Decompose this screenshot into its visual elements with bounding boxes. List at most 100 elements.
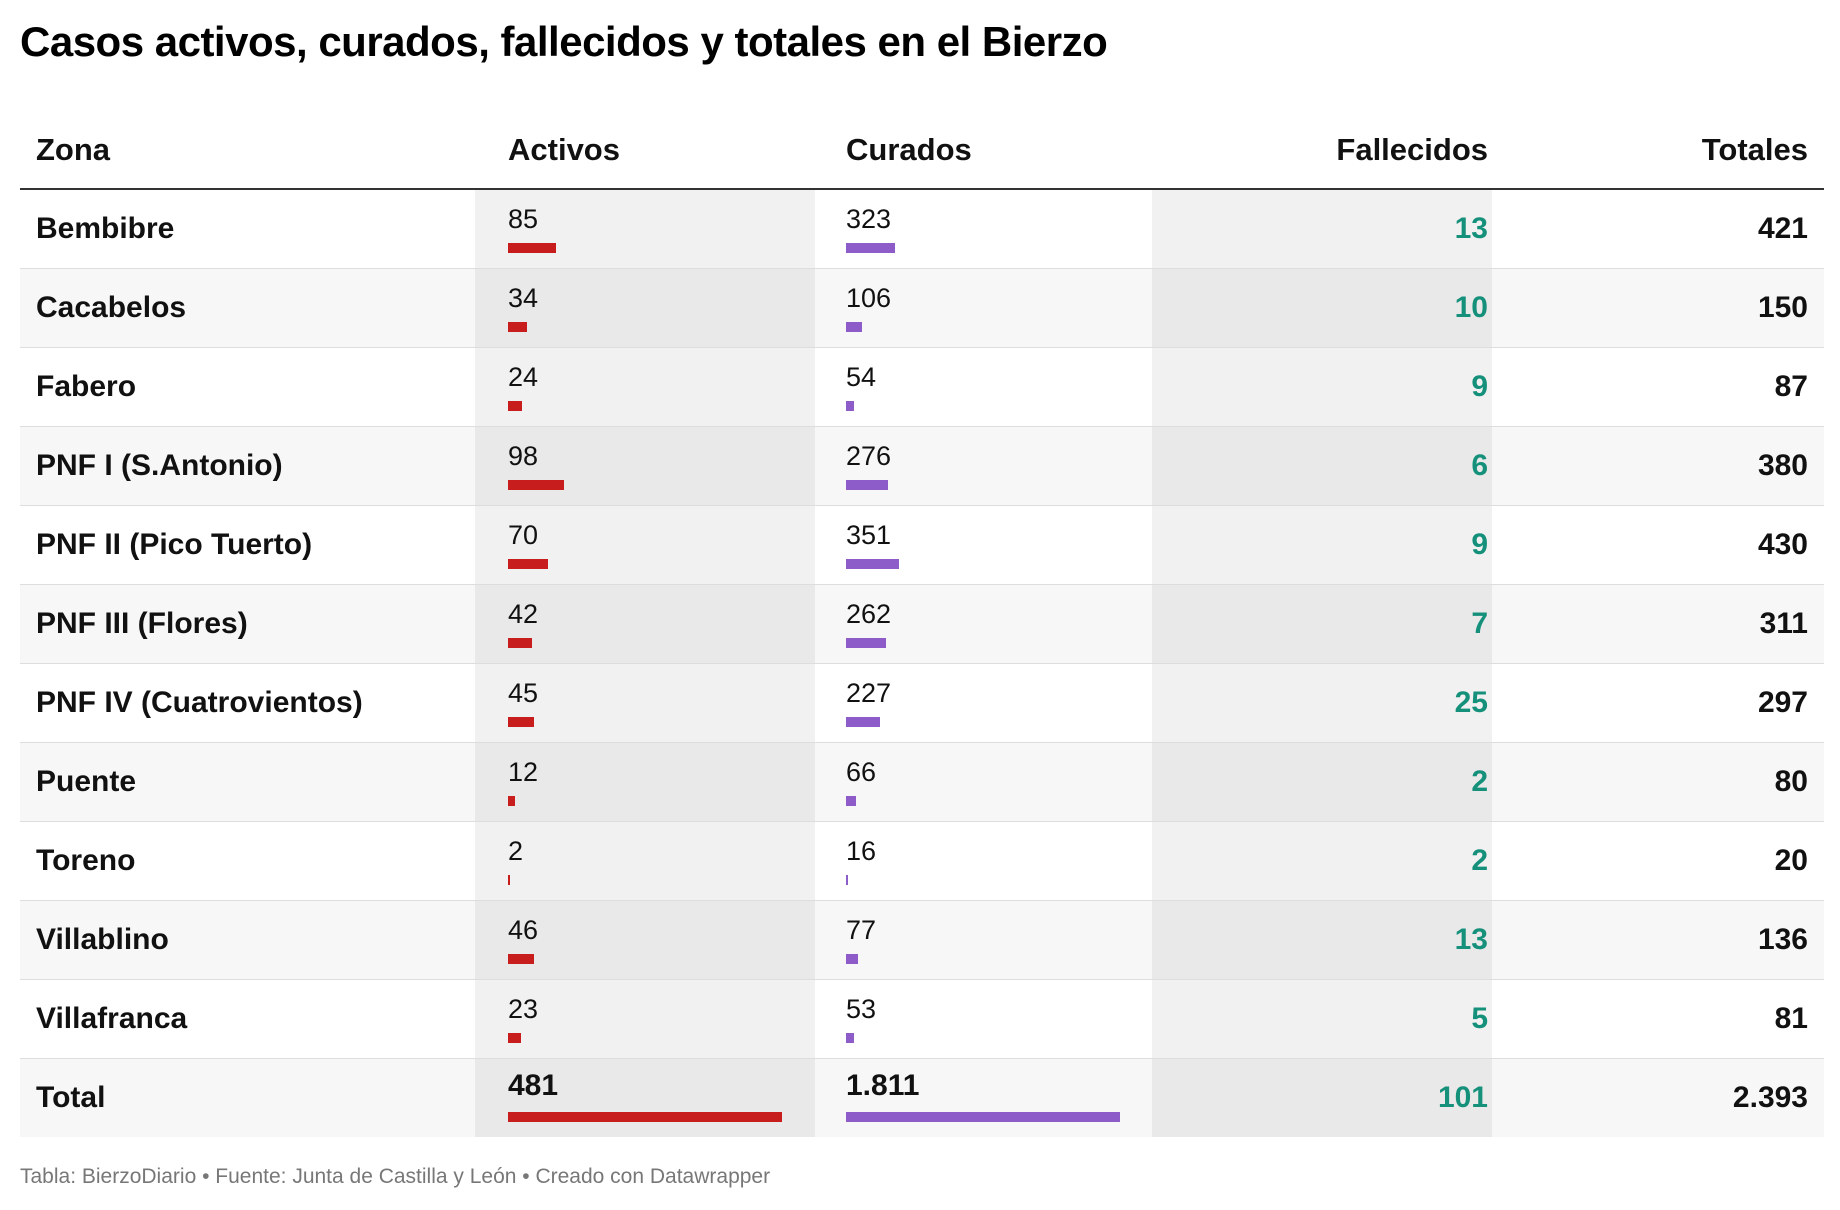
activos-value: 34 bbox=[508, 283, 539, 313]
curados-bar bbox=[846, 796, 856, 806]
totales-value: 87 bbox=[1774, 370, 1808, 403]
activos-bar bbox=[508, 638, 532, 648]
header-activos[interactable]: Activos bbox=[508, 132, 620, 167]
activos-bar bbox=[508, 875, 510, 885]
fallecidos-value: 25 bbox=[1454, 686, 1488, 719]
curados-value: 66 bbox=[846, 757, 877, 787]
header-curados[interactable]: Curados bbox=[846, 132, 972, 167]
totales-value: 380 bbox=[1757, 449, 1808, 482]
zona-cell: PNF I (S.Antonio) bbox=[36, 449, 283, 482]
table-header: Zona Activos Curados Fallecidos Totales bbox=[20, 112, 1824, 190]
table-body: Bembibre 85 323 13 421 Cacabelos 34 106 10 150 Fab… bbox=[20, 190, 1824, 1137]
activos-column-shade bbox=[475, 190, 815, 268]
fallecidos-value: 7 bbox=[1471, 607, 1488, 640]
totales-value: 2.393 bbox=[1732, 1081, 1808, 1114]
activos-value: 42 bbox=[508, 599, 539, 629]
activos-value: 85 bbox=[508, 204, 539, 234]
zona-cell: Toreno bbox=[36, 844, 136, 877]
activos-column-shade bbox=[475, 664, 815, 742]
header-totales[interactable]: Totales bbox=[1701, 132, 1808, 167]
fallecidos-value: 9 bbox=[1471, 528, 1488, 561]
curados-value: 77 bbox=[846, 915, 877, 945]
zona-cell: Fabero bbox=[36, 370, 137, 403]
table-row: Bembibre 85 323 13 421 bbox=[20, 190, 1824, 269]
fallecidos-value: 9 bbox=[1471, 370, 1488, 403]
fallecidos-column-shade bbox=[1152, 664, 1492, 742]
fallecidos-column-shade bbox=[1152, 822, 1492, 900]
activos-column-shade bbox=[475, 980, 815, 1058]
curados-bar bbox=[846, 480, 888, 490]
activos-value: 46 bbox=[508, 915, 539, 945]
table-row: PNF IV (Cuatrovientos) 45 227 25 297 bbox=[20, 664, 1824, 743]
activos-column-shade bbox=[475, 427, 815, 505]
totales-value: 150 bbox=[1757, 291, 1808, 324]
fallecidos-column-shade bbox=[1152, 980, 1492, 1058]
table-row: Cacabelos 34 106 10 150 bbox=[20, 269, 1824, 348]
table-row: PNF I (S.Antonio) 98 276 6 380 bbox=[20, 427, 1824, 506]
activos-bar bbox=[508, 401, 522, 411]
activos-column-shade bbox=[475, 822, 815, 900]
curados-bar bbox=[846, 322, 863, 332]
activos-column-shade bbox=[475, 743, 815, 821]
curados-value: 54 bbox=[846, 362, 877, 392]
activos-column-shade bbox=[475, 269, 815, 347]
fallecidos-column-shade bbox=[1152, 585, 1492, 663]
curados-bar bbox=[846, 638, 886, 648]
activos-value: 2 bbox=[508, 836, 524, 866]
fallecidos-column-shade bbox=[1152, 348, 1492, 426]
fallecidos-value: 6 bbox=[1471, 449, 1488, 482]
curados-value: 106 bbox=[846, 283, 892, 313]
table-row: Villablino 46 77 13 136 bbox=[20, 901, 1824, 980]
totales-value: 20 bbox=[1774, 844, 1808, 877]
activos-column-shade bbox=[475, 1059, 815, 1137]
curados-bar bbox=[846, 1033, 855, 1043]
curados-bar bbox=[846, 401, 855, 411]
curados-bar bbox=[846, 1112, 1120, 1122]
header-zona[interactable]: Zona bbox=[36, 132, 111, 167]
zona-cell: Total bbox=[36, 1081, 106, 1114]
activos-bar bbox=[508, 322, 528, 332]
activos-value: 70 bbox=[508, 520, 539, 550]
totales-value: 311 bbox=[1759, 607, 1808, 640]
activos-bar bbox=[508, 1112, 782, 1122]
zona-cell: Villablino bbox=[36, 923, 169, 956]
curados-value: 276 bbox=[846, 441, 892, 471]
curados-bar bbox=[846, 717, 881, 727]
header-fallecidos[interactable]: Fallecidos bbox=[1336, 132, 1488, 167]
curados-value: 1.811 bbox=[846, 1069, 920, 1102]
curados-value: 53 bbox=[846, 994, 877, 1024]
table-row: Villafranca 23 53 5 81 bbox=[20, 980, 1824, 1059]
zona-cell: Bembibre bbox=[36, 212, 175, 245]
activos-column-shade bbox=[475, 585, 815, 663]
curados-value: 323 bbox=[846, 204, 892, 234]
table-row: PNF II (Pico Tuerto) 70 351 9 430 bbox=[20, 506, 1824, 585]
curados-value: 227 bbox=[846, 678, 892, 708]
activos-bar bbox=[508, 480, 564, 490]
fallecidos-column-shade bbox=[1152, 190, 1492, 268]
fallecidos-column-shade bbox=[1152, 743, 1492, 821]
activos-value: 24 bbox=[508, 362, 539, 392]
zona-cell: PNF III (Flores) bbox=[36, 607, 248, 640]
fallecidos-column-shade bbox=[1152, 269, 1492, 347]
activos-column-shade bbox=[475, 348, 815, 426]
activos-bar bbox=[508, 559, 548, 569]
fallecidos-value: 101 bbox=[1437, 1081, 1488, 1114]
curados-bar bbox=[846, 243, 895, 253]
totales-value: 297 bbox=[1757, 686, 1808, 719]
curados-bar bbox=[846, 954, 858, 964]
zona-cell: PNF IV (Cuatrovientos) bbox=[36, 686, 363, 719]
activos-value: 98 bbox=[508, 441, 539, 471]
activos-bar bbox=[508, 796, 515, 806]
totales-value: 80 bbox=[1774, 765, 1808, 798]
fallecidos-value: 2 bbox=[1471, 765, 1488, 798]
table-row: Puente 12 66 2 80 bbox=[20, 743, 1824, 822]
zona-cell: PNF II (Pico Tuerto) bbox=[36, 528, 313, 561]
source-footer: Tabla: BierzoDiario • Fuente: Junta de C… bbox=[20, 1165, 771, 1188]
table-row: PNF III (Flores) 42 262 7 311 bbox=[20, 585, 1824, 664]
activos-value: 23 bbox=[508, 994, 539, 1024]
curados-value: 262 bbox=[846, 599, 892, 629]
curados-value: 16 bbox=[846, 836, 877, 866]
fallecidos-column-shade bbox=[1152, 1059, 1492, 1137]
table-total-row: Total 481 1.811 101 2.393 bbox=[20, 1059, 1824, 1137]
zona-cell: Puente bbox=[36, 765, 137, 798]
